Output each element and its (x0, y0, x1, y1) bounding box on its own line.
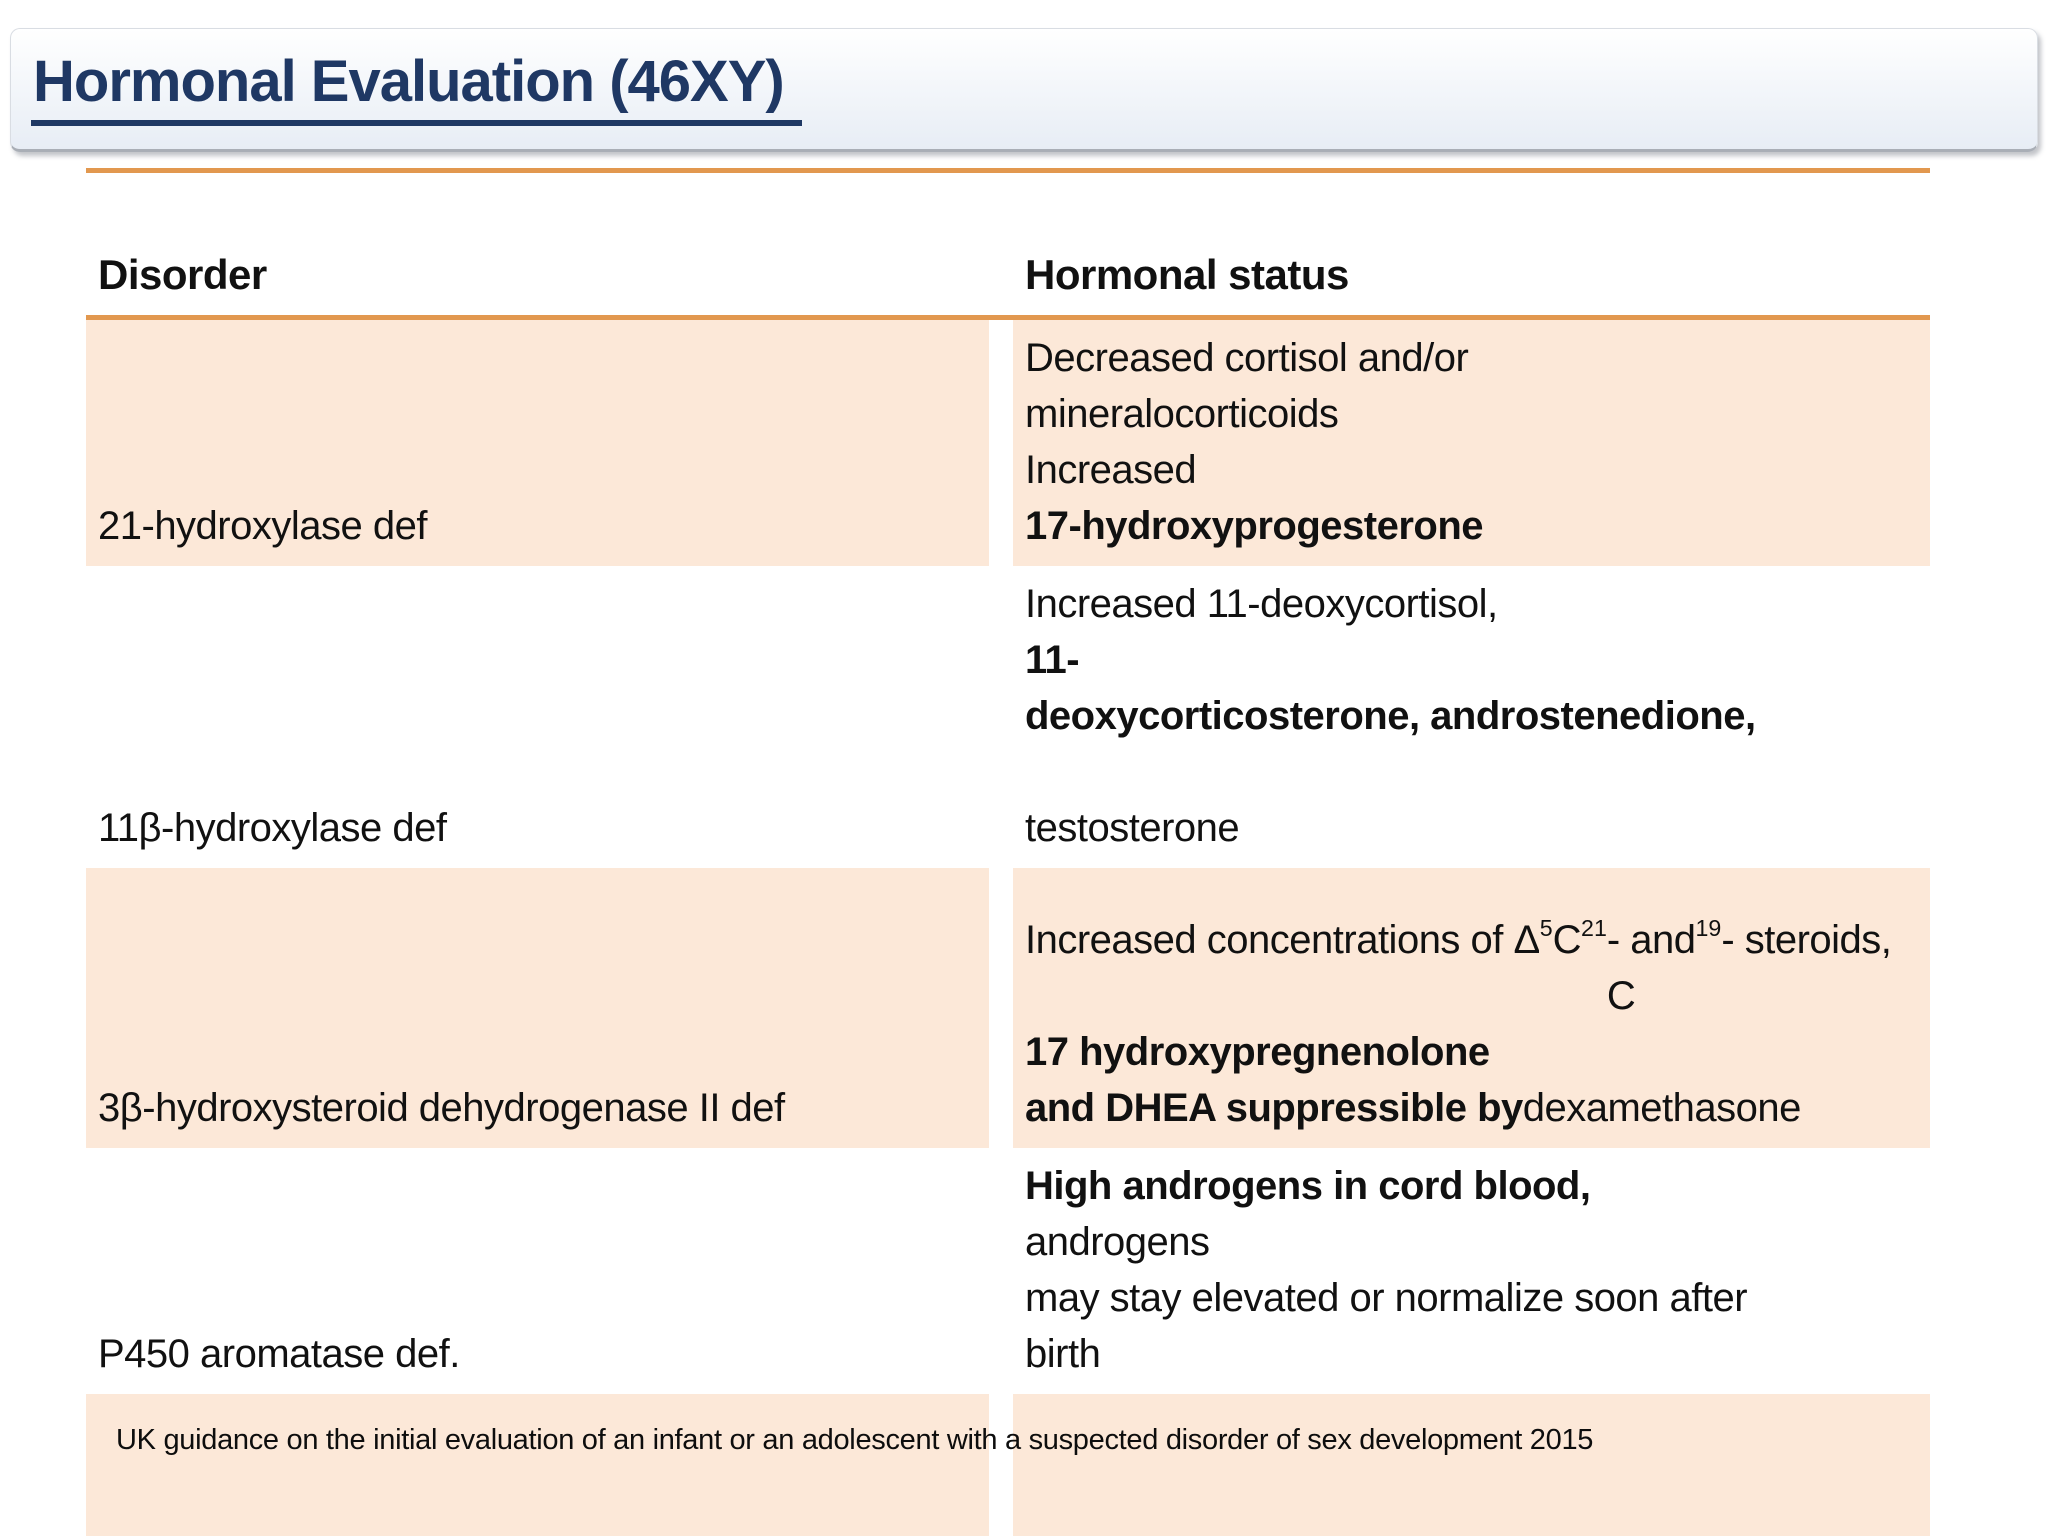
column-gap (989, 1394, 1013, 1536)
page-title: Hormonal Evaluation (46XY) (31, 51, 802, 127)
disorder-cell: 11β-hydroxylase def (98, 806, 447, 850)
disorder-cell (86, 1394, 989, 1536)
hormonal-table: Disorder Hormonal status 21-hydroxylase … (86, 173, 1930, 1536)
status-cell (1013, 1394, 1930, 1536)
table-row (86, 1394, 1930, 1536)
disorder-cell: 3β-hydroxysteroid dehydrogenase II def (86, 868, 989, 1148)
disorder-cell: 21-hydroxylase def (86, 320, 989, 566)
column-gap (989, 1148, 1013, 1394)
column-gap (989, 868, 1013, 1148)
column-header-disorder: Disorder (98, 251, 267, 298)
status-cell: High androgens in cord blood, androgens … (1025, 1164, 1748, 1376)
table-header-row: Disorder Hormonal status (86, 173, 1930, 315)
header-divider-rule (86, 315, 1930, 320)
table-row: P450 aromatase def. High androgens in cor… (86, 1148, 1930, 1394)
disorder-cell: P450 aromatase def. (98, 1332, 460, 1376)
table-row: 21-hydroxylase def Decreased cortisol and… (86, 320, 1930, 566)
status-cell: Decreased cortisol and/or mineralocortic… (1013, 320, 1930, 566)
table-rows: 21-hydroxylase def Decreased cortisol and… (86, 320, 1930, 1536)
source-citation: UK guidance on the initial evaluation of… (116, 1424, 1594, 1456)
column-gap (989, 566, 1013, 868)
status-cell: Increased 11-deoxycortisol, 11- deoxycor… (1025, 582, 1756, 850)
table-row: 3β-hydroxysteroid dehydrogenase II def In… (86, 868, 1930, 1148)
column-gap (989, 320, 1013, 566)
title-divider-rule (86, 168, 1930, 173)
table-row: 11β-hydroxylase def Increased 11-deoxycor… (86, 566, 1930, 868)
column-header-hormonal-status: Hormonal status (1025, 251, 1349, 298)
slide-title-bar: Hormonal Evaluation (46XY) (10, 28, 2038, 152)
column-gap (989, 173, 1013, 315)
